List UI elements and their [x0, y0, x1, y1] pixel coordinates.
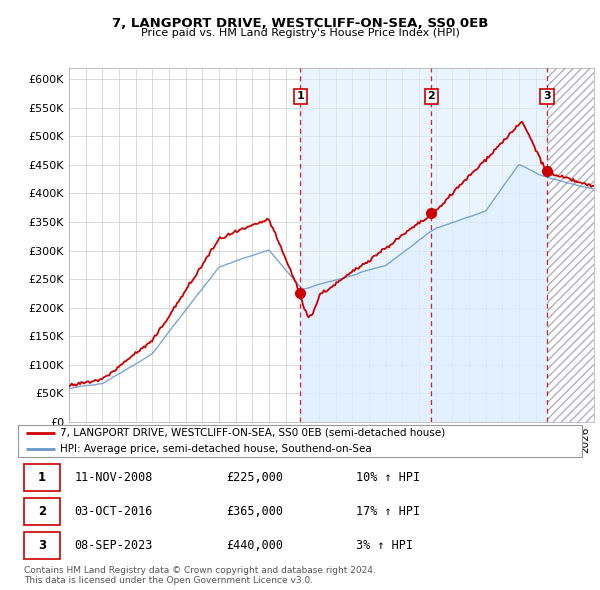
Text: 7, LANGPORT DRIVE, WESTCLIFF-ON-SEA, SS0 0EB: 7, LANGPORT DRIVE, WESTCLIFF-ON-SEA, SS0…	[112, 17, 488, 30]
Text: 1: 1	[296, 91, 304, 101]
Text: This data is licensed under the Open Government Licence v3.0.: This data is licensed under the Open Gov…	[24, 576, 313, 585]
Text: 3: 3	[38, 539, 46, 552]
Text: £225,000: £225,000	[227, 471, 284, 484]
Text: Contains HM Land Registry data © Crown copyright and database right 2024.: Contains HM Land Registry data © Crown c…	[24, 566, 376, 575]
Text: 11-NOV-2008: 11-NOV-2008	[74, 471, 153, 484]
Text: 1: 1	[38, 471, 46, 484]
Text: 2: 2	[38, 505, 46, 519]
FancyBboxPatch shape	[23, 464, 60, 491]
Text: 2: 2	[428, 91, 436, 101]
Text: 10% ↑ HPI: 10% ↑ HPI	[356, 471, 421, 484]
Bar	[547, 68, 594, 422]
Text: 03-OCT-2016: 03-OCT-2016	[74, 505, 153, 519]
Text: £365,000: £365,000	[227, 505, 284, 519]
Text: 3: 3	[543, 91, 551, 101]
FancyBboxPatch shape	[23, 499, 60, 525]
Text: 3% ↑ HPI: 3% ↑ HPI	[356, 539, 413, 552]
Text: Price paid vs. HM Land Registry's House Price Index (HPI): Price paid vs. HM Land Registry's House …	[140, 28, 460, 38]
FancyBboxPatch shape	[23, 532, 60, 559]
Text: 7, LANGPORT DRIVE, WESTCLIFF-ON-SEA, SS0 0EB (semi-detached house): 7, LANGPORT DRIVE, WESTCLIFF-ON-SEA, SS0…	[60, 428, 446, 438]
Bar	[300, 68, 547, 422]
Text: 17% ↑ HPI: 17% ↑ HPI	[356, 505, 421, 519]
Text: 08-SEP-2023: 08-SEP-2023	[74, 539, 153, 552]
Text: £440,000: £440,000	[227, 539, 284, 552]
Text: HPI: Average price, semi-detached house, Southend-on-Sea: HPI: Average price, semi-detached house,…	[60, 444, 372, 454]
FancyBboxPatch shape	[18, 425, 582, 457]
